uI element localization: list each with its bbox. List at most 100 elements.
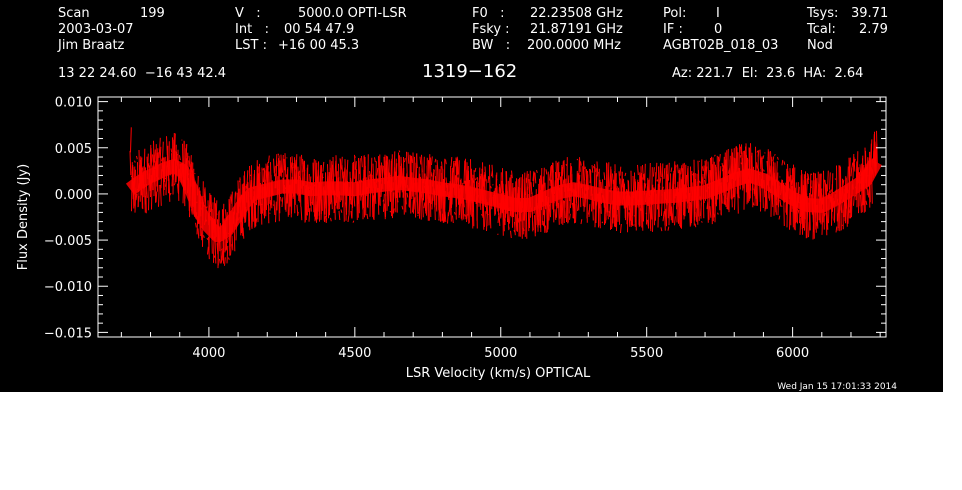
noise-segment [783, 182, 785, 227]
noise-segment [756, 150, 759, 153]
noise-segment [526, 171, 528, 183]
noise-segment [276, 160, 278, 167]
noise-segment [228, 199, 231, 256]
noise-segment [721, 186, 723, 204]
noise-segment [788, 181, 790, 200]
v-value: 5000.0 OPTI-LSR [298, 6, 407, 21]
noise-segment [841, 187, 843, 200]
noise-segment [745, 146, 747, 193]
noise-segment [231, 191, 233, 234]
noise-segment [231, 235, 234, 251]
noise-segment [734, 187, 736, 210]
noise-segment [492, 196, 495, 206]
noise-segment [613, 170, 616, 218]
noise-segment [545, 169, 548, 175]
noise-segment [323, 187, 325, 221]
noise-segment [205, 219, 208, 222]
noise-segment [870, 139, 873, 167]
noise-segment [422, 198, 424, 218]
v-label: V : [235, 6, 261, 21]
pol-label: Pol: [663, 6, 687, 21]
noise-segment [821, 208, 824, 235]
noise-segment [668, 162, 670, 181]
noise-segment [591, 193, 593, 212]
noise-segment [265, 185, 267, 197]
noise-segment [341, 164, 344, 179]
noise-segment [175, 165, 178, 183]
noise-segment [537, 183, 540, 232]
noise-segment [433, 169, 435, 180]
noise-segment [764, 152, 766, 154]
az-el-ha: Az: 221.7 El: 23.6 HA: 2.64 [672, 66, 864, 81]
noise-segment [539, 189, 542, 233]
noise-segment [338, 163, 340, 210]
noise-segment [535, 195, 538, 226]
noise-segment [544, 182, 547, 210]
noise-segment [536, 169, 538, 174]
noise-segment [241, 184, 243, 234]
noise-segment [733, 157, 736, 198]
noise-segment [196, 216, 199, 235]
noise-segment [207, 246, 209, 255]
noise-segment [662, 215, 665, 222]
noise-segment [723, 156, 725, 182]
noise-segment [135, 194, 138, 201]
noise-segment [419, 156, 422, 165]
noise-segment [599, 191, 601, 229]
noise-segment [321, 164, 323, 211]
noise-segment [389, 210, 392, 213]
noise-segment [522, 174, 524, 235]
noise-segment [607, 162, 610, 201]
noise-segment [565, 186, 567, 188]
noise-segment [831, 173, 834, 208]
noise-segment [229, 204, 232, 247]
noise-segment [863, 180, 865, 213]
noise-segment [758, 168, 760, 183]
noise-segment [772, 156, 775, 162]
x-tick-label: 4000 [192, 346, 225, 361]
noise-segment [797, 182, 799, 224]
noise-segment [226, 212, 228, 250]
noise-segment [864, 169, 866, 212]
noise-segment [549, 166, 552, 186]
noise-segment [874, 131, 876, 176]
noise-segment [406, 151, 408, 179]
noise-segment [612, 173, 614, 185]
noise-segment [186, 152, 189, 169]
noise-segment [560, 164, 563, 196]
noise-segment [275, 201, 277, 223]
noise-segment [149, 165, 151, 192]
noise-segment [841, 224, 844, 227]
noise-segment [194, 180, 197, 218]
noise-segment [834, 178, 837, 180]
y-tick-label: −0.010 [44, 280, 92, 295]
noise-segment [358, 157, 360, 214]
noise-segment [830, 189, 832, 193]
noise-segment [567, 199, 569, 223]
noise-segment [407, 185, 409, 191]
noise-segment [271, 182, 274, 195]
noise-segment [291, 176, 293, 214]
noise-segment [222, 203, 225, 234]
noise-segment [136, 155, 138, 160]
noise-segment [628, 212, 631, 227]
noise-segment [840, 199, 843, 213]
noise-segment [840, 166, 842, 231]
noise-segment [665, 165, 667, 200]
noise-segment [262, 186, 264, 214]
noise-segment [851, 162, 854, 168]
noise-segment [324, 215, 326, 223]
noise-segment [155, 144, 157, 203]
noise-segment [635, 181, 637, 231]
noise-segment [239, 177, 242, 236]
noise-segment [445, 177, 448, 188]
noise-segment [844, 176, 847, 222]
noise-segment [733, 148, 735, 181]
noise-segment [160, 184, 162, 206]
noise-segment [645, 193, 647, 203]
noise-segment [234, 191, 237, 200]
noise-segment [372, 163, 375, 189]
noise-segment [269, 199, 272, 211]
noise-segment [584, 166, 586, 181]
noise-segment [354, 156, 357, 158]
